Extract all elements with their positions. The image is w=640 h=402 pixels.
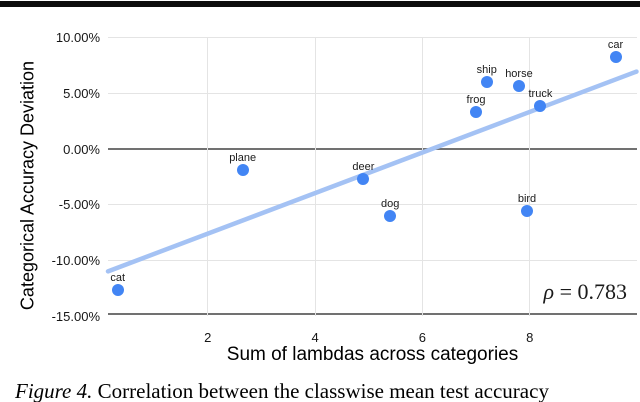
point-label-truck: truck xyxy=(528,88,553,101)
y-tick-label: 10.00% xyxy=(55,30,100,45)
data-point-bird xyxy=(521,205,533,218)
correlation-annotation: ρ = 0.783 xyxy=(544,279,627,305)
y-tick-label: 5.00% xyxy=(63,85,100,101)
point-label-cat: cat xyxy=(110,272,126,285)
zero-line xyxy=(108,147,637,150)
point-label-bird: bird xyxy=(517,193,537,206)
rho-value: = 0.783 xyxy=(554,279,627,304)
point-label-ship: ship xyxy=(476,63,497,76)
top-rule xyxy=(0,1,640,7)
h-gridline xyxy=(108,204,637,206)
x-tick-label: 4 xyxy=(311,330,319,345)
x-tick-label: 6 xyxy=(418,330,426,345)
point-label-frog: frog xyxy=(466,93,486,106)
h-gridline xyxy=(108,37,637,38)
point-label-horse: horse xyxy=(505,68,533,81)
data-point-ship xyxy=(480,75,493,88)
scatter-chart: Categorical Accuracy Deviation cat plane d… xyxy=(0,7,640,372)
figure-caption-label: Figure 4. xyxy=(15,379,93,402)
y-tick-label: -10.00% xyxy=(51,253,100,269)
data-point-truck xyxy=(534,100,547,113)
point-label-car: car xyxy=(607,39,624,52)
h-gridline xyxy=(108,92,637,94)
y-tick-label: -15.00% xyxy=(51,309,100,324)
v-gridline xyxy=(207,37,209,316)
y-tick-label: 0.00% xyxy=(63,141,100,157)
figure-caption: Figure 4. Correlation between the classw… xyxy=(15,379,640,402)
figure-caption-text: Correlation between the classwise mean t… xyxy=(97,379,549,402)
point-label-deer: deer xyxy=(352,160,375,173)
v-gridline xyxy=(421,37,423,316)
data-point-frog xyxy=(470,105,483,118)
y-tick-label: -5.00% xyxy=(58,197,100,213)
x-axis-title: Sum of lambdas across categories xyxy=(226,344,519,365)
data-point-horse xyxy=(512,80,525,93)
x-tick-label: 2 xyxy=(204,330,212,345)
x-tick-label: 8 xyxy=(526,330,534,345)
data-point-car xyxy=(609,51,622,64)
h-gridline xyxy=(108,260,637,262)
data-point-cat xyxy=(111,284,124,297)
plot-area: cat plane deer dog frog ship horse truck bird car xyxy=(105,37,639,316)
v-gridline xyxy=(314,37,316,316)
rho-symbol: ρ xyxy=(543,279,555,304)
data-point-plane xyxy=(236,163,249,176)
trendline xyxy=(105,69,639,274)
point-label-dog: dog xyxy=(381,197,400,210)
data-point-dog xyxy=(384,209,397,222)
data-point-deer xyxy=(357,172,370,185)
v-gridline xyxy=(529,37,531,316)
x-axis-line xyxy=(108,313,637,315)
point-label-plane: plane xyxy=(229,151,257,164)
